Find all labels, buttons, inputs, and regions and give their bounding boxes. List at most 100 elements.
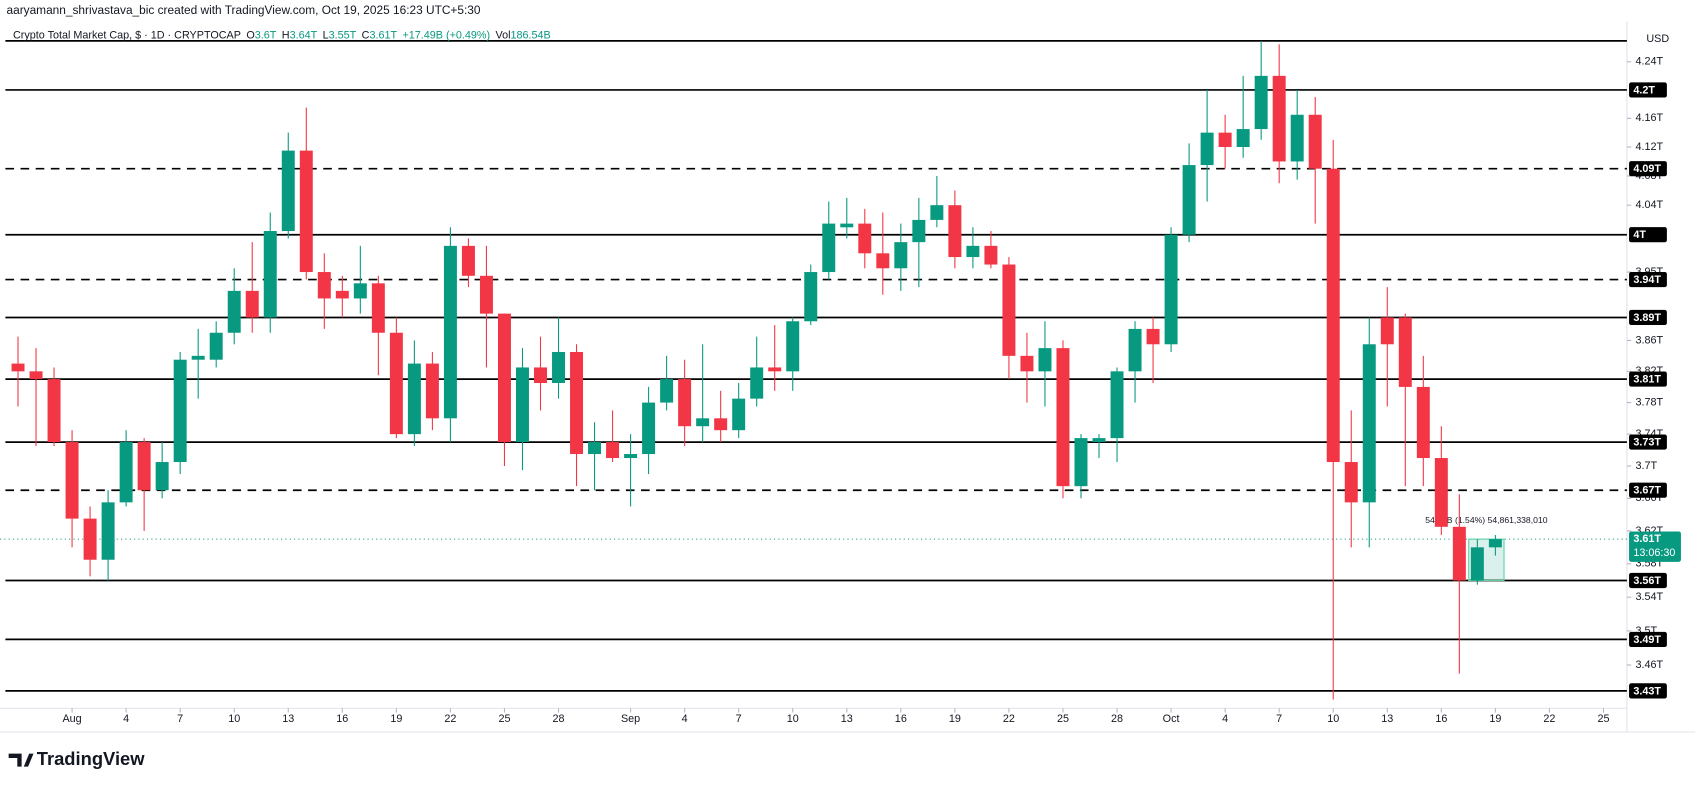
candle-body [497, 313, 511, 443]
candle-body [750, 367, 764, 399]
candle-body [1074, 438, 1088, 487]
candle-body [858, 223, 872, 254]
x-tick-label: 13 [282, 713, 294, 725]
level-label: 3.94T [1633, 274, 1661, 286]
candle-body [1290, 114, 1304, 162]
candle-body [299, 150, 313, 273]
x-tick-label: 22 [1003, 713, 1015, 725]
level-label: 3.81T [1633, 374, 1661, 386]
candle-body [227, 290, 241, 333]
candle-body [353, 283, 367, 299]
candle-body [1470, 547, 1484, 581]
candle-body [47, 379, 61, 443]
candle-body [894, 242, 908, 269]
candle-body [642, 402, 656, 455]
candle-body [1200, 132, 1214, 166]
candle-body [29, 371, 43, 380]
level-tag [1629, 82, 1667, 98]
candle-body [1398, 317, 1412, 387]
candle-body [696, 418, 710, 427]
legend-key: H [282, 30, 290, 42]
candle-body [1092, 438, 1106, 443]
candle-body [515, 367, 529, 443]
x-tick-label: 10 [787, 713, 799, 725]
candle-body [624, 454, 638, 459]
credit: aaryamann_shrivastava_bic created with T… [6, 3, 480, 17]
level-tag [1629, 227, 1667, 243]
candle-body [173, 359, 187, 463]
x-tick-label: 10 [228, 713, 240, 725]
level-tag [1629, 482, 1667, 498]
level-tag [1629, 631, 1667, 647]
x-tick-label: 4 [682, 713, 688, 725]
candle-body [1038, 348, 1052, 372]
countdown: 13:06:30 [1633, 547, 1675, 559]
legend-value: 3.6T [255, 30, 277, 42]
x-tick-label: 10 [1327, 713, 1339, 725]
y-tick-label: 3.86T [1636, 334, 1664, 346]
level-label: 3.43T [1633, 685, 1661, 697]
legend: Crypto Total Market Cap, $ · 1D · CRYPTO… [13, 30, 551, 42]
candle-body [570, 351, 584, 455]
candle-body [822, 223, 836, 273]
x-tick-label: 16 [336, 713, 348, 725]
level-tag [1629, 161, 1667, 177]
y-tick-label: 3.54T [1636, 591, 1664, 603]
level-tag [1629, 371, 1667, 387]
candle-body [443, 245, 457, 419]
level-tag [1629, 309, 1667, 326]
level-label: 3.73T [1633, 436, 1661, 448]
candle-body [840, 223, 854, 228]
x-tick-label: 16 [895, 713, 907, 725]
x-tick-label: 16 [1435, 713, 1447, 725]
candle-body [65, 442, 79, 519]
candle-body [281, 150, 295, 232]
candle-body [1416, 386, 1430, 459]
candle-body [1020, 355, 1034, 372]
legend-volume-key: Vol [495, 30, 510, 42]
level-tag [1629, 434, 1667, 450]
candle-body [137, 442, 151, 491]
candle-body [479, 275, 493, 314]
legend-key: L [323, 30, 329, 42]
candle-body [1326, 168, 1340, 463]
x-tick-label: 19 [1489, 713, 1501, 725]
candle-body [1146, 328, 1160, 345]
candle-body [1164, 234, 1178, 345]
candle-body [786, 321, 800, 372]
candle-body [732, 398, 746, 431]
candle-body [11, 363, 25, 372]
x-tick-label: 4 [123, 713, 129, 725]
candle-body [1380, 317, 1394, 345]
candle-body [1452, 526, 1466, 581]
measure-label: 54.86B (1.54%) 54,861,338,010 [1425, 515, 1547, 525]
level-label: 4.09T [1633, 163, 1661, 175]
legend-volume: 186.54B [510, 30, 550, 42]
candle-body [389, 332, 403, 435]
x-tick-label: 22 [444, 713, 456, 725]
x-tick-label: 7 [1276, 713, 1282, 725]
candle-body [461, 245, 475, 276]
x-tick-label: 25 [498, 713, 510, 725]
brand-name: TradingView [37, 748, 146, 769]
candle-body [371, 283, 385, 333]
level-label: 4T [1633, 229, 1646, 241]
candle-body [317, 272, 331, 299]
candle-body [101, 502, 115, 560]
legend-value: 3.64T [290, 30, 318, 42]
candle-body [1272, 75, 1286, 162]
candle-body [263, 231, 277, 318]
candle-body [335, 290, 349, 299]
candle-body [876, 253, 890, 269]
y-tick-label: 4.16T [1636, 112, 1664, 124]
y-tick-label: 4.24T [1636, 56, 1664, 68]
legend-symbol: Crypto Total Market Cap, $ · 1D · CRYPTO… [13, 30, 241, 42]
x-tick-label: 7 [736, 713, 742, 725]
level-label: 4.2T [1633, 84, 1655, 96]
x-tick-label: 19 [390, 713, 402, 725]
x-tick-label: Sep [621, 713, 640, 725]
x-tick-label: 13 [1381, 713, 1393, 725]
candle-body [606, 442, 620, 459]
